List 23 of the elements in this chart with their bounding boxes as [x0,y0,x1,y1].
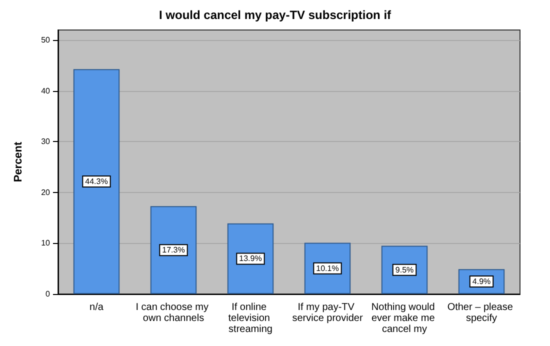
chart-title: I would cancel my pay-TV subscription if [158,8,392,22]
y-tick-label: 20 [41,188,51,197]
bar [150,206,197,294]
y-tick-label: 50 [41,36,51,45]
y-tick-label: 40 [41,86,51,96]
y-tick-label: 0 [46,290,51,298]
y-tick-label: 10 [41,238,51,248]
data-label: 4.9% [472,277,491,286]
y-tick-label: 30 [41,137,51,146]
bar [73,69,120,294]
x-tick-label: n/a [90,302,104,313]
data-label: 17.3% [162,246,185,255]
x-tick-label: If my pay-TV service provider [292,302,364,324]
x-tick-label: If online television streaming [228,302,273,335]
x-tick-label: Other – please specify [447,302,516,324]
data-label: 9.5% [395,265,414,274]
data-label: 10.1% [316,264,339,273]
x-tick-label: Nothing would ever make me cancel my [371,302,438,335]
x-tick-label: I can choose my own channels [136,302,212,324]
bar [227,223,274,294]
data-label: 13.9% [239,254,262,264]
data-label: 44.3% [85,177,108,186]
y-axis-title: Percent [12,141,24,182]
